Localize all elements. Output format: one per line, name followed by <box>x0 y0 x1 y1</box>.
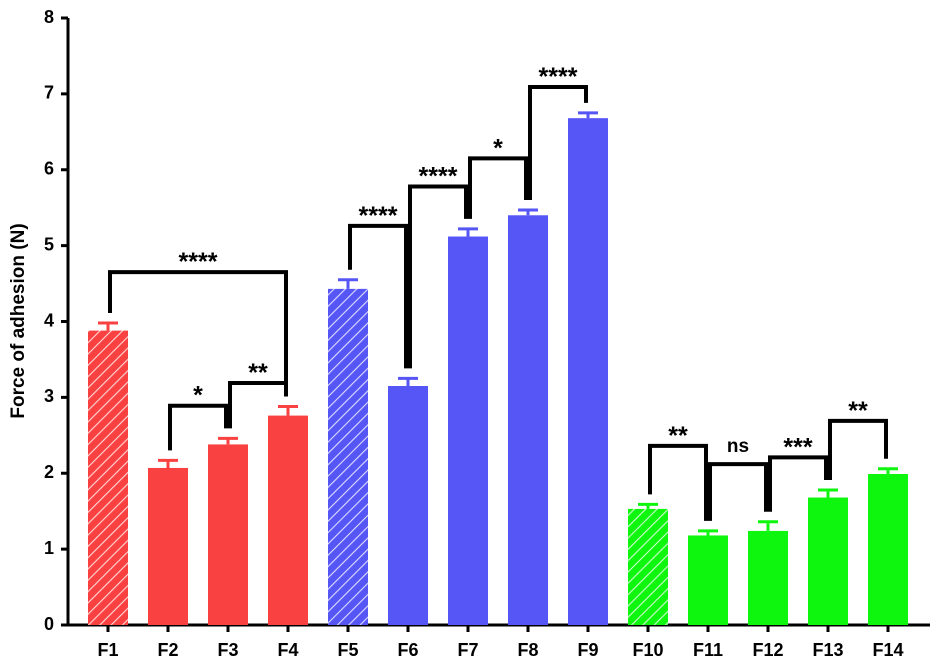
y-axis-label: Force of adhesion (N) <box>8 223 29 418</box>
y-tick-label: 4 <box>44 310 54 330</box>
significance-label: ns <box>727 436 749 457</box>
x-tick-label: F12 <box>752 640 783 660</box>
significance-label: *** <box>783 433 812 461</box>
error-bar <box>758 520 778 531</box>
significance-bracket <box>468 156 528 219</box>
bar <box>808 497 848 625</box>
error-bar <box>818 488 838 498</box>
bar <box>448 236 488 625</box>
bar <box>688 535 728 625</box>
y-tick-label: 2 <box>44 462 54 482</box>
y-tick-label: 1 <box>44 538 54 558</box>
bar <box>388 385 428 625</box>
significance-bracket <box>768 455 828 512</box>
error-bar <box>578 111 598 119</box>
bar <box>148 467 188 625</box>
bar <box>628 508 668 625</box>
error-bar <box>638 502 658 509</box>
significance-label: ** <box>848 397 868 425</box>
bar <box>748 530 788 625</box>
significance-label: **** <box>359 202 398 230</box>
y-tick-label: 7 <box>44 83 54 103</box>
significance-label: ** <box>668 422 688 450</box>
error-bar <box>338 278 358 289</box>
significance-bracket <box>528 85 588 200</box>
bar <box>208 444 248 625</box>
y-tick-label: 6 <box>44 159 54 179</box>
x-tick-label: F5 <box>337 640 358 660</box>
y-tick-label: 5 <box>44 234 54 254</box>
error-bar <box>278 404 298 416</box>
x-tick-label: F10 <box>632 640 663 660</box>
x-tick-label: F13 <box>812 640 843 660</box>
bar <box>508 215 548 625</box>
x-tick-label: F4 <box>277 640 298 660</box>
error-bar <box>878 467 898 475</box>
significance-label: * <box>193 382 203 410</box>
error-bar <box>218 436 238 445</box>
significance-label: * <box>493 134 503 162</box>
significance-bracket <box>348 223 408 369</box>
significance-bracket <box>168 403 228 451</box>
bar <box>88 330 128 625</box>
bar <box>868 474 908 625</box>
significance-bracket <box>408 184 468 369</box>
significance-bracket <box>828 418 888 480</box>
bar <box>568 118 608 625</box>
significance-bracket <box>648 443 708 521</box>
x-tick-label: F2 <box>157 640 178 660</box>
x-tick-label: F6 <box>397 640 418 660</box>
y-tick-label: 8 <box>44 7 54 27</box>
significance-label: ** <box>248 359 268 387</box>
x-tick-label: F8 <box>517 640 538 660</box>
error-bar <box>158 458 178 468</box>
error-bar <box>458 227 478 237</box>
significance-label: **** <box>539 63 578 91</box>
error-bar <box>98 321 118 331</box>
significance-bracket <box>228 380 288 429</box>
x-tick-label: F9 <box>577 640 598 660</box>
bar <box>268 415 308 625</box>
x-tick-label: F14 <box>872 640 903 660</box>
y-tick-label: 3 <box>44 386 54 406</box>
significance-label: **** <box>179 248 218 276</box>
significance-label: **** <box>419 162 458 190</box>
significance-bracket <box>708 462 768 521</box>
x-tick-label: F7 <box>457 640 478 660</box>
bar <box>328 288 368 625</box>
error-bar <box>518 208 538 216</box>
error-bar <box>698 529 718 536</box>
error-bar <box>398 376 418 386</box>
x-tick-label: F1 <box>97 640 118 660</box>
x-tick-label: F3 <box>217 640 238 660</box>
x-tick-label: F11 <box>693 640 723 660</box>
significance-bracket <box>108 270 288 397</box>
y-tick-label: 0 <box>44 614 54 634</box>
